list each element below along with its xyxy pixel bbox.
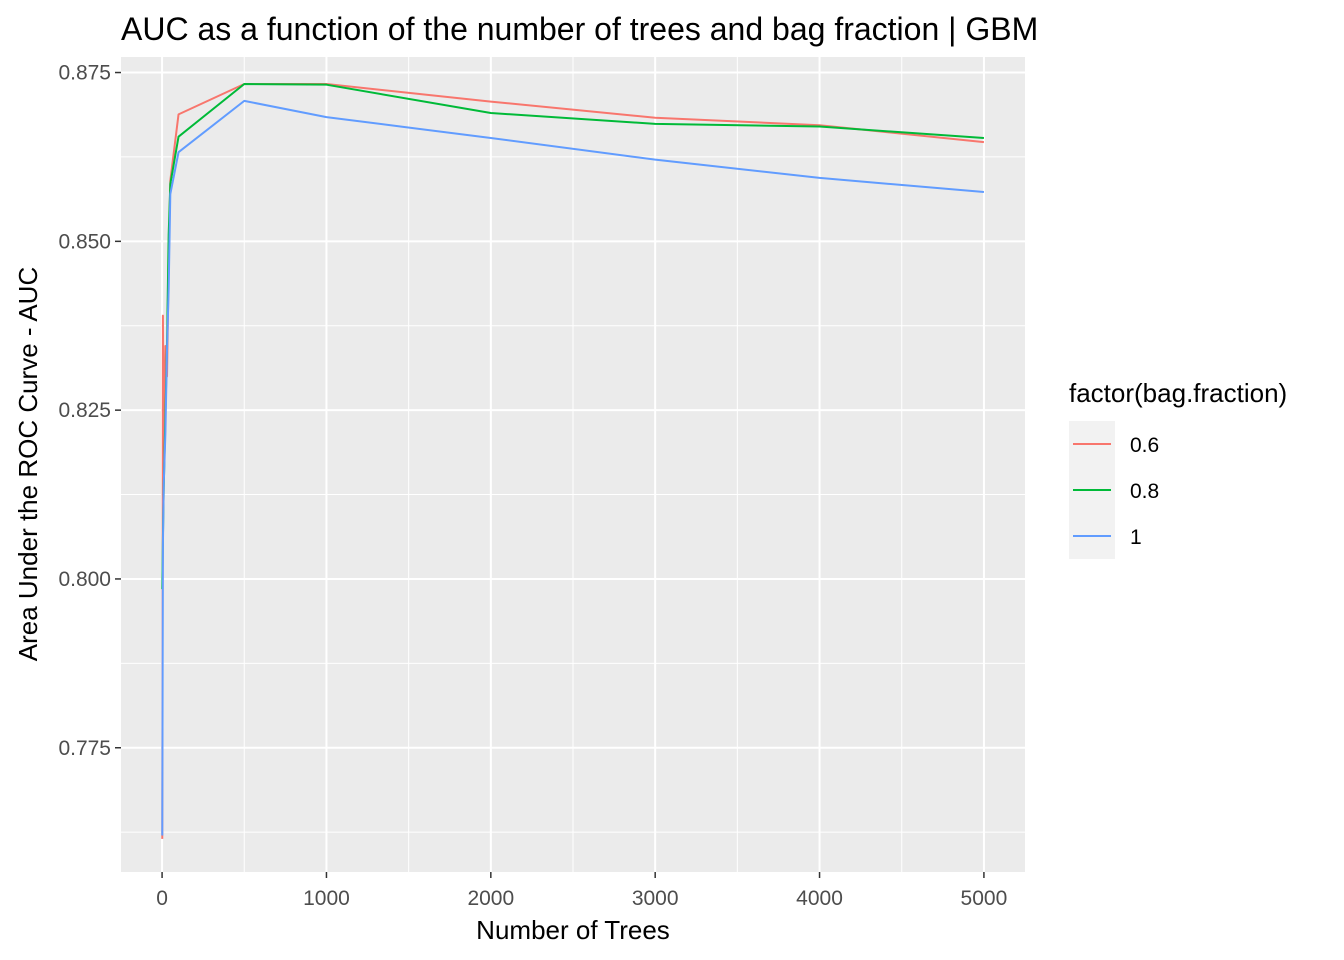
legend-label: 0.6	[1130, 434, 1159, 457]
y-tick-label: 0.875	[58, 62, 111, 85]
y-axis-title: Area Under the ROC Curve - AUC	[13, 267, 43, 661]
legend-title: factor(bag.fraction)	[1069, 378, 1287, 408]
x-tick-label: 3000	[632, 887, 679, 910]
x-axis-title: Number of Trees	[476, 915, 670, 945]
series-line-1	[161, 99, 984, 836]
legend-label: 0.8	[1130, 480, 1159, 503]
y-tick-label: 0.800	[58, 568, 111, 591]
x-tick-label: 4000	[796, 887, 843, 910]
x-tick-label: 5000	[961, 887, 1008, 910]
minor-gridlines	[121, 57, 1025, 872]
x-tick-label: 1000	[303, 887, 350, 910]
y-tick-label: 0.825	[58, 399, 111, 422]
y-axis-ticks: 0.775 0.800 0.825 0.850 0.875	[58, 62, 121, 760]
x-tick-label: 0	[156, 887, 168, 910]
chart-title: AUC as a function of the number of trees…	[121, 11, 1038, 47]
legend-label: 1	[1130, 526, 1142, 549]
series-lines	[161, 83, 985, 839]
x-axis-ticks: 0 1000 2000 3000 4000 5000	[156, 872, 1007, 910]
y-tick-label: 0.850	[58, 230, 111, 253]
x-tick-label: 2000	[467, 887, 514, 910]
y-tick-label: 0.775	[58, 737, 111, 760]
legend: factor(bag.fraction) 0.6 0.8 1	[1069, 378, 1287, 559]
